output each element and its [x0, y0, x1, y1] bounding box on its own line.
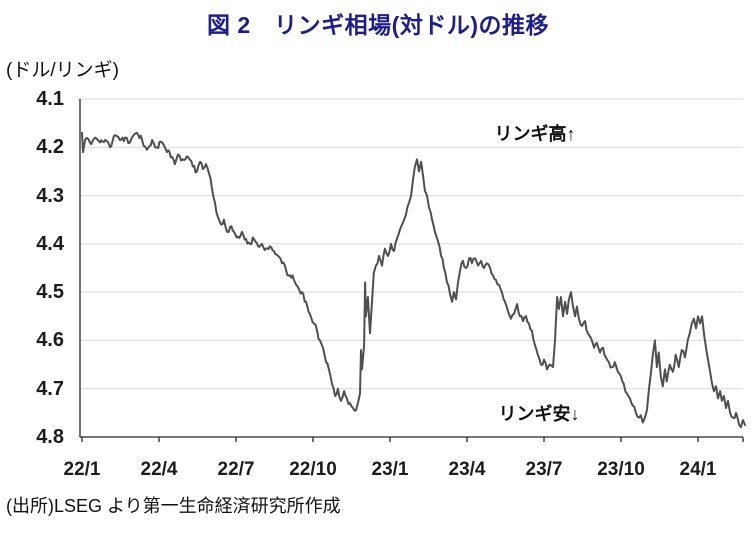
annotation-ringgit-high: リンギ高↑: [494, 124, 576, 144]
chart-title: 図 2 リンギ相場(対ドル)の推移: [207, 12, 549, 38]
source-note: (出所)LSEG より第一生命経済研究所作成: [6, 496, 341, 516]
y-axis-unit-label: (ドル/リンギ): [6, 60, 119, 81]
annotation-ringgit-low: リンギ安↓: [498, 404, 580, 424]
